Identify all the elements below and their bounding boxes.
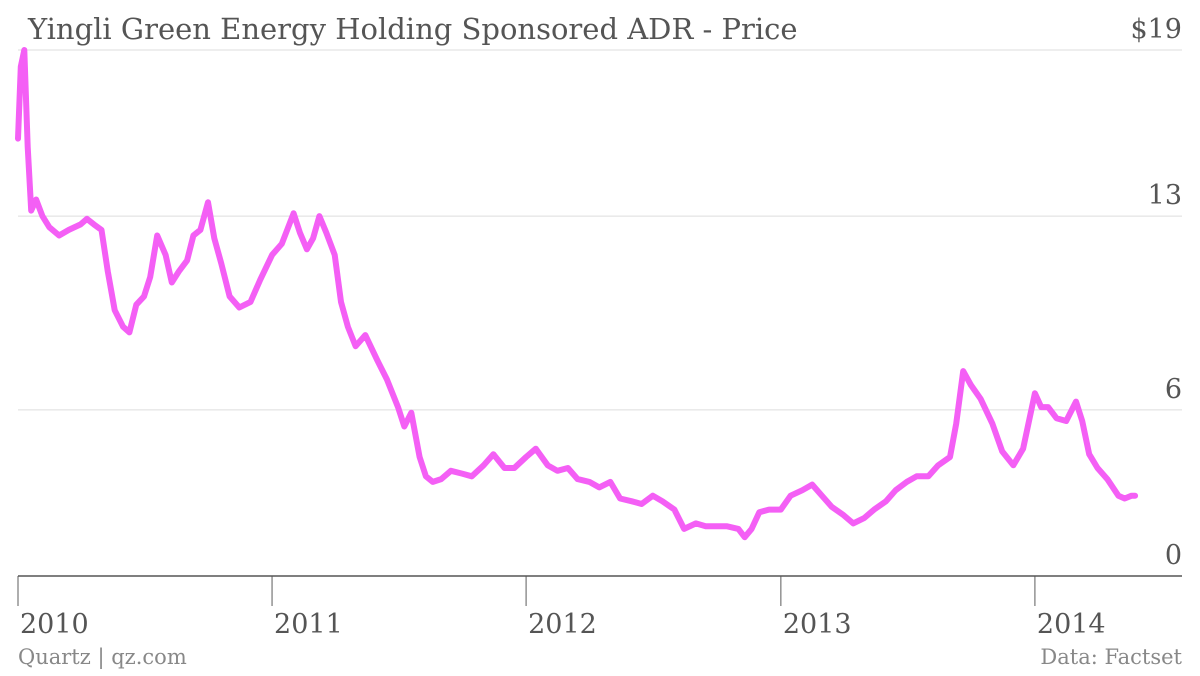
x-tick-label: 2012 — [528, 609, 597, 640]
x-tick-label: 2011 — [274, 609, 343, 640]
chart-title: Yingli Green Energy Holding Sponsored AD… — [28, 12, 798, 46]
y-tick-label: $19 — [1130, 14, 1182, 45]
x-axis-ticks: 2010 2011 2012 2013 2014 — [17, 576, 1106, 640]
data-source: Data: Factset — [1040, 645, 1182, 669]
y-tick-label: 0 — [1165, 540, 1182, 571]
source-credit: Quartz | qz.com — [18, 645, 187, 669]
x-tick-label: 2013 — [783, 609, 852, 640]
y-axis-ticks: $19 13 6 0 — [1130, 14, 1182, 571]
x-tick-label: 2010 — [20, 609, 89, 640]
y-tick-label: 6 — [1165, 374, 1182, 405]
price-series-line — [15, 47, 1139, 541]
x-tick-label: 2014 — [1037, 609, 1106, 640]
y-tick-label: 13 — [1148, 180, 1182, 211]
gridlines — [18, 49, 1182, 411]
